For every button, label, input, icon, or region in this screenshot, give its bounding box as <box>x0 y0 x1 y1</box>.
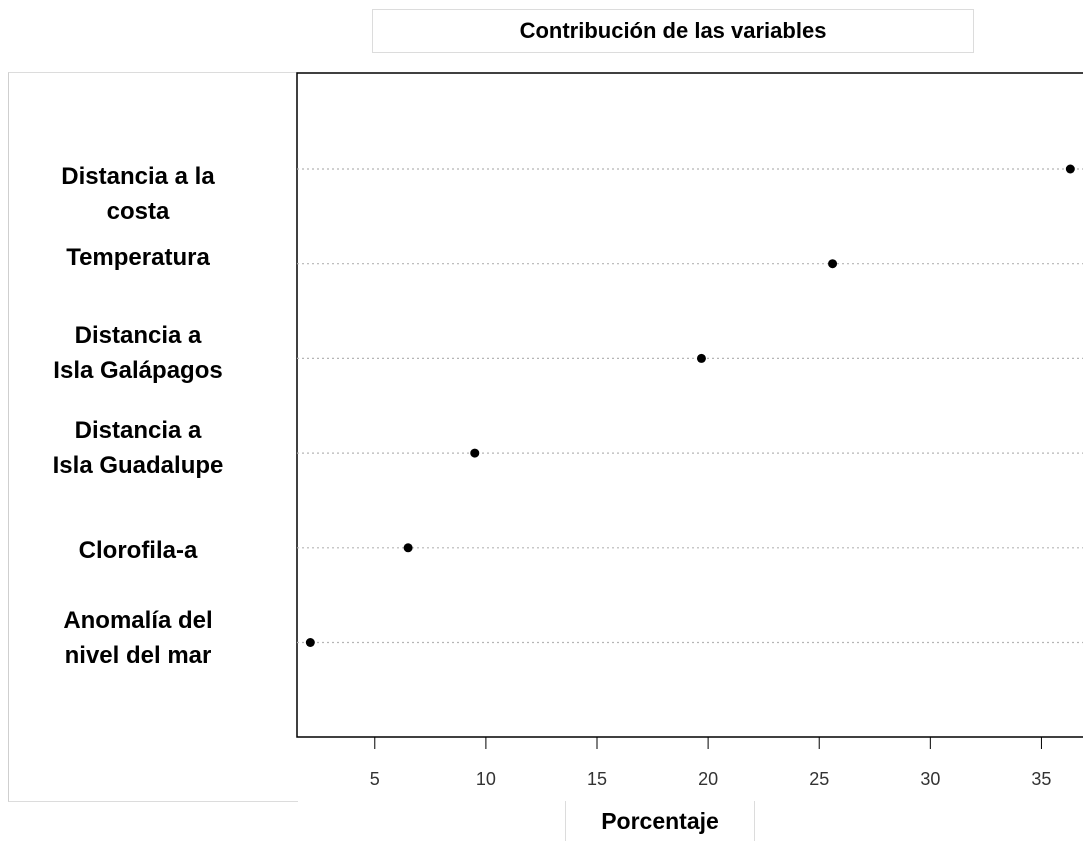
data-point <box>696 353 706 363</box>
x-tick-label: 35 <box>1031 769 1051 789</box>
x-tick-label: 30 <box>920 769 940 789</box>
data-point <box>403 543 413 553</box>
category-label: Anomalía del nivel del mar <box>63 606 213 669</box>
data-point <box>1065 164 1075 174</box>
category-label-panel <box>8 72 298 802</box>
category-label: Distancia a Isla Galápagos <box>53 322 223 385</box>
x-tick-label: 10 <box>476 769 496 789</box>
x-axis-label: Porcentaje <box>565 801 755 841</box>
category-label: Clorofila-a <box>78 536 198 564</box>
data-point <box>828 259 838 269</box>
x-tick-label: 5 <box>370 769 380 789</box>
x-tick-label: 15 <box>587 769 607 789</box>
x-tick-label: 20 <box>698 769 718 789</box>
data-point <box>305 638 315 647</box>
plot-frame <box>296 72 1083 738</box>
category-label: Distancia a la costa <box>61 163 215 225</box>
x-tick-label: 25 <box>809 769 829 789</box>
category-label: Temperatura <box>66 243 210 271</box>
data-point <box>470 448 480 458</box>
chart-title: Contribución de las variables <box>372 9 974 53</box>
category-label: Distancia a Isla Guadalupe <box>52 417 224 480</box>
